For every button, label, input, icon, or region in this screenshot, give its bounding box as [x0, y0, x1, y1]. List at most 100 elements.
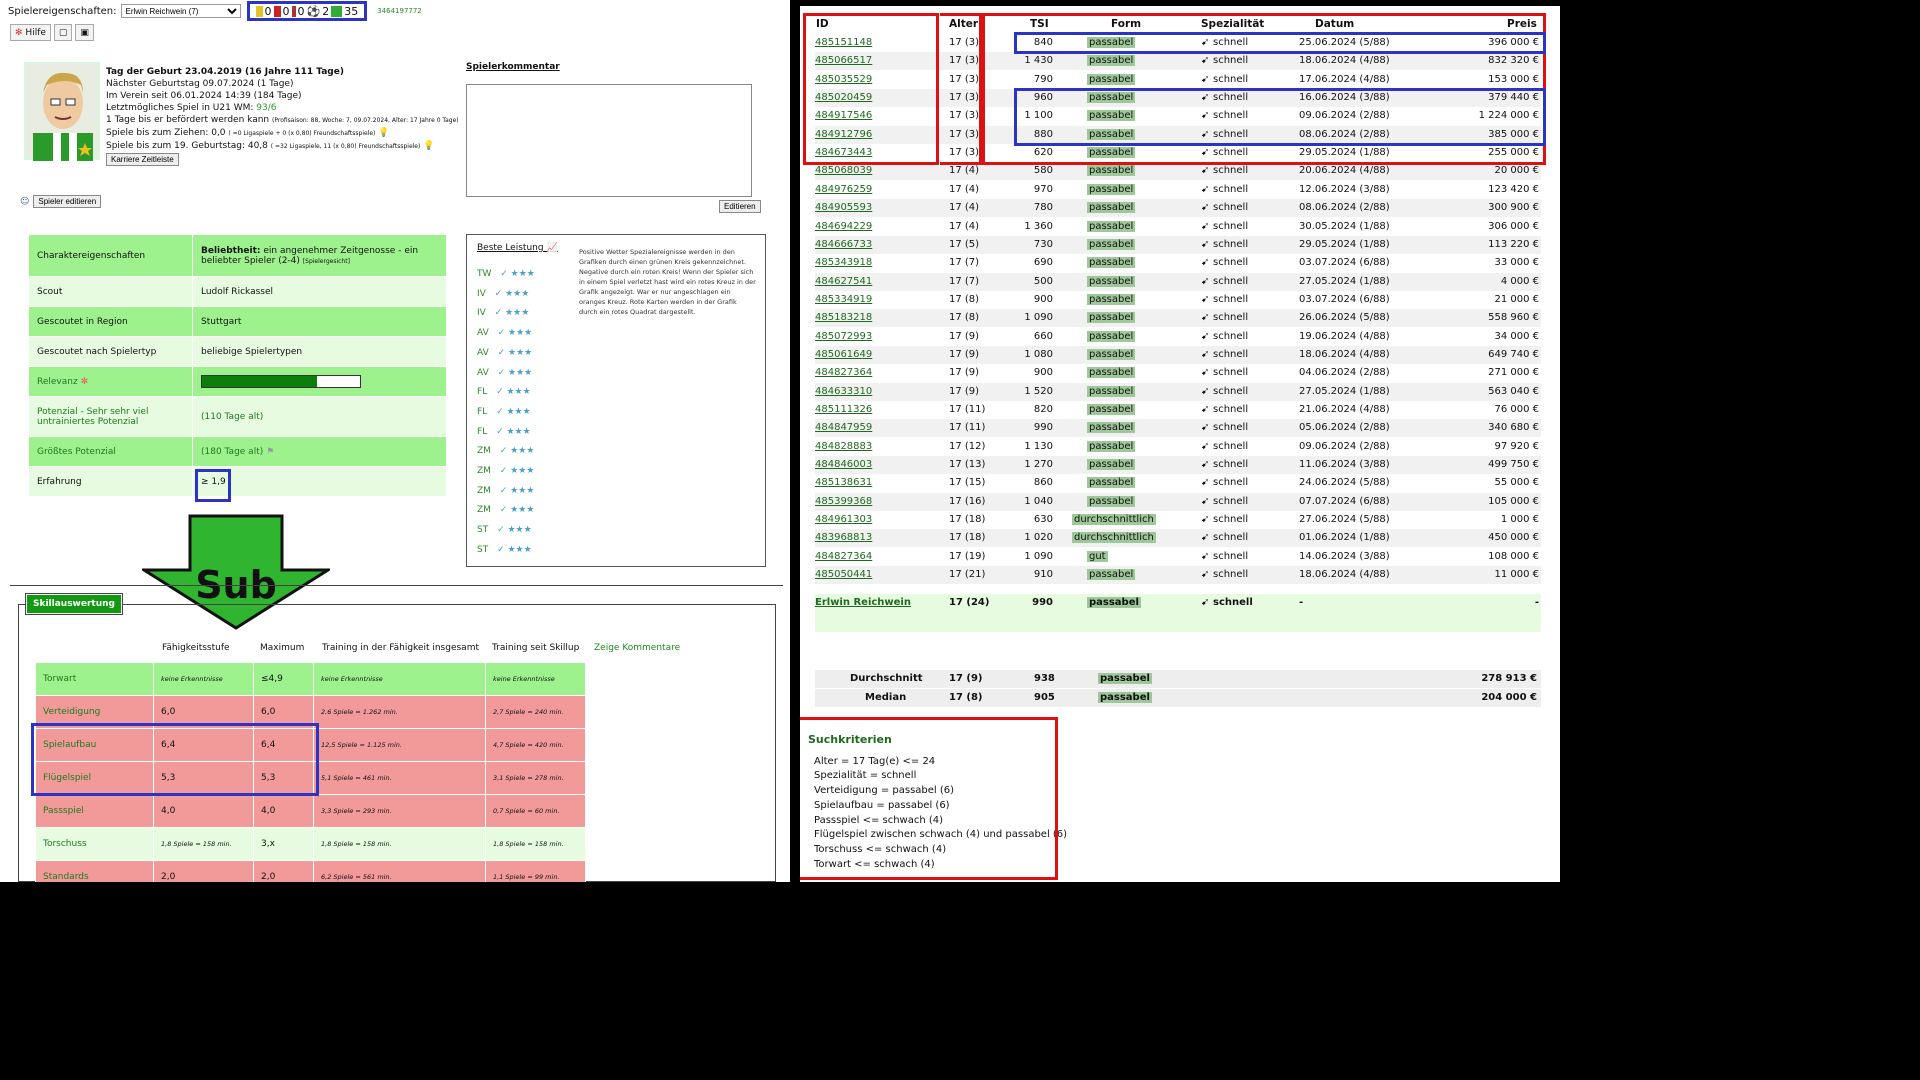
transfer-row: 484666733 17 (5) 730 passabel schnell ➹ 29.05.… — [815, 235, 1541, 254]
player-id-link[interactable]: 484976259 — [815, 183, 873, 195]
form-badge: passabel — [1087, 569, 1136, 581]
rating-stars-icon: ✓ ★★★ — [493, 387, 531, 398]
player-id-link[interactable]: 485343918 — [815, 257, 873, 269]
player-id-link[interactable]: 485138631 — [815, 477, 873, 489]
transfer-row: 484961303 17 (18) 630 durchschnittlich schne… — [815, 511, 1541, 529]
transfer-row: 485072993 17 (9) 660 passabel schnell ➹ 19.06.… — [815, 328, 1541, 346]
cell: 05.06.2024 (2/88) — [1299, 422, 1390, 434]
position-row: ZM ✓ ★★★ — [477, 462, 535, 482]
player-id-link[interactable]: 485050441 — [815, 569, 873, 581]
next-birthday: Nächster Geburtstag 09.07.2024 (1 Tage) — [106, 79, 294, 89]
cell: 649 740 € — [1488, 348, 1539, 360]
player-id-link[interactable]: 485061649 — [815, 348, 873, 360]
player-id-link[interactable]: 485072993 — [815, 330, 873, 342]
help-button[interactable]: ✻ Hilfe — [10, 24, 51, 41]
transfer-row: 484694229 17 (4) 1 360 passabel schnell ➹ 30.0… — [815, 218, 1541, 236]
col-form[interactable]: Form — [1111, 18, 1142, 30]
cell: 03.07.2024 (6/88) — [1299, 293, 1390, 305]
player-id-link[interactable]: 485068039 — [815, 165, 873, 177]
cell: 900 — [1033, 293, 1053, 305]
position-label: FL — [477, 406, 488, 417]
player-id-link[interactable]: 485183218 — [815, 312, 873, 324]
player-id-link[interactable]: 484827364 — [815, 550, 873, 562]
cell: 396 000 € — [1488, 37, 1539, 48]
form-badge: passabel — [1087, 459, 1136, 471]
position-label: FL — [477, 426, 488, 437]
position-label: ST — [477, 544, 489, 555]
highlight-skills — [31, 723, 319, 796]
highlight-age-column — [940, 13, 982, 165]
transfer-row: 484827364 17 (9) 900 passabel schnell ➹ 04.06.… — [815, 364, 1541, 382]
player-id-link[interactable]: 484627541 — [815, 275, 873, 287]
cell: 17 (19) — [949, 550, 986, 562]
col-tsi[interactable]: TSI — [1030, 18, 1049, 30]
show-comments-link[interactable]: Zeige Kommentare — [594, 643, 681, 653]
form-badge: passabel — [1087, 597, 1141, 608]
player-id-link[interactable]: 485066517 — [815, 55, 873, 67]
player-id-link[interactable]: 484666733 — [815, 238, 873, 250]
player-id-link[interactable]: 484905593 — [815, 202, 873, 214]
cell: schnell — [1213, 597, 1253, 608]
col-price[interactable]: Preis — [1507, 18, 1537, 30]
player-id-link[interactable]: 484673443 — [815, 147, 873, 159]
bulb-icon: 💡 — [378, 128, 390, 138]
player-id-link[interactable]: 484961303 — [815, 514, 873, 526]
runner-icon: ➹ — [1201, 257, 1210, 269]
cell: 1 224 000 € — [1478, 110, 1539, 122]
edit-comment-button[interactable]: Editieren — [719, 200, 761, 213]
player-id-link[interactable]: 484827364 — [815, 367, 873, 379]
career-timeline-button[interactable]: Karriere Zeitleiste — [106, 153, 179, 166]
highlight-criteria — [800, 717, 1058, 880]
player-link[interactable]: Erlwin Reichwein — [815, 597, 911, 608]
promote-info: 1 Tage bis er befördert werden kann (Pro… — [106, 115, 459, 125]
copy-button[interactable]: ▣ — [75, 24, 94, 41]
cell: 558 960 € — [1488, 312, 1539, 324]
player-id-link[interactable]: 485334919 — [815, 293, 873, 305]
skill-level: 4,0 — [153, 794, 254, 828]
cell: 17 (4) — [949, 165, 980, 177]
cell: schnell — [1213, 495, 1249, 507]
player-id-link[interactable]: 485035529 — [815, 73, 873, 85]
criteria-line: Alter = 17 Tag(e) <= 24 — [814, 755, 936, 767]
player-id-link[interactable]: 484847959 — [815, 422, 873, 434]
cell: 26.06.2024 (5/88) — [1299, 312, 1390, 324]
player-id-link[interactable]: 485020459 — [815, 92, 873, 104]
player-id-link[interactable]: 484694229 — [815, 220, 873, 232]
player-props-label: Spielereigenschaften: — [8, 5, 117, 17]
player-select[interactable]: Erlwin Reichwein (7) — [120, 4, 241, 18]
col-specialty[interactable]: Spezialität — [1201, 18, 1265, 30]
cell: schnell — [1213, 73, 1249, 85]
skill-evaluation-title: Skillauswertung — [25, 593, 123, 615]
player-id-link[interactable]: 484633310 — [815, 385, 873, 397]
edit-player-button[interactable]: Spieler editieren — [33, 195, 102, 208]
cell: 108 000 € — [1488, 550, 1539, 562]
player-id-link[interactable]: 483968813 — [815, 532, 873, 544]
player-id-link[interactable]: 484828883 — [815, 440, 873, 452]
col-id[interactable]: ID — [816, 18, 829, 30]
best-performance-title[interactable]: Beste Leistung 📈 — [477, 243, 558, 253]
cell: schnell — [1213, 312, 1249, 324]
injury-icon — [291, 5, 296, 17]
criteria-line: Verteidigung = passabel (6) — [814, 785, 955, 797]
transfer-row: 485020459 17 (3) 960 passabel schnell ➹ 16.06.… — [815, 89, 1541, 108]
cell: 17 (13) — [949, 459, 986, 471]
comment-textarea[interactable] — [466, 84, 752, 197]
position-label: ZM — [477, 446, 491, 457]
player-id-link[interactable]: 484917546 — [815, 110, 873, 122]
skill-total: 12,5 Spiele = 1.125 min. — [313, 728, 486, 762]
skill-since: keine Erkenntnisse — [485, 662, 586, 696]
cell: schnell — [1213, 404, 1249, 415]
form-badge: passabel — [1087, 257, 1136, 269]
games-pull: Spiele bis zum Ziehen: 0,0 ( =0 Ligaspie… — [106, 128, 390, 138]
player-id-link[interactable]: 485111326 — [815, 404, 873, 415]
col-date[interactable]: Datum — [1315, 18, 1355, 30]
player-id-link[interactable]: 485399368 — [815, 495, 873, 507]
player-id-link[interactable]: 484846003 — [815, 459, 873, 471]
player-properties-table: Charaktereigenschaften Beliebtheit: ein a… — [28, 234, 447, 497]
player-id-link[interactable]: 485151148 — [815, 37, 873, 48]
col-age[interactable]: Alter — [949, 18, 979, 30]
player-id-link[interactable]: 484912796 — [815, 128, 873, 140]
print-button[interactable]: ▢ — [53, 24, 73, 41]
form-badge: passabel — [1087, 312, 1136, 324]
prop-row: Relevanz ✻ — [28, 366, 447, 397]
